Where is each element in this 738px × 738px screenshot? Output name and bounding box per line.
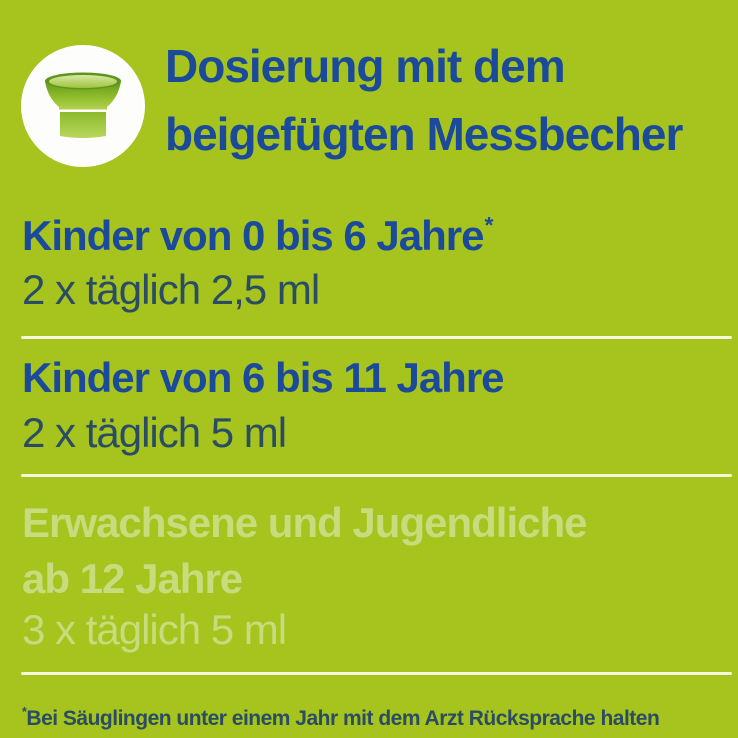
section-dose: 2 x täglich 5 ml (22, 409, 287, 456)
section-heading: Erwachsene und Jugendliche ab 12 Jahre (22, 495, 587, 607)
page-title: Dosierung mit dem beigefügten Messbecher (165, 32, 683, 168)
section-dose: 2 x täglich 2,5 ml (22, 266, 320, 313)
section-heading-line2: ab 12 Jahre (22, 555, 243, 602)
section-dose: 3 x täglich 5 ml (22, 606, 287, 653)
page-title-line2: beigefügten Messbecher (165, 108, 683, 160)
section-divider (21, 336, 732, 339)
footnote-text: Bei Säuglingen unter einem Jahr mit dem … (26, 707, 660, 730)
page-title-line1: Dosierung mit dem (165, 40, 566, 92)
section-divider (21, 474, 732, 477)
section-heading-text: Kinder von 0 bis 6 Jahre (22, 212, 485, 259)
section-heading-line1: Erwachsene und Jugendliche (22, 499, 587, 546)
section-heading: Kinder von 6 bis 11 Jahre (22, 354, 505, 401)
footnote-marker: * (484, 212, 494, 238)
section-heading: Kinder von 0 bis 6 Jahre* (22, 212, 494, 259)
footer-divider (21, 672, 732, 675)
footnote-marker: * (22, 705, 27, 719)
measuring-cup-icon (20, 44, 146, 168)
footnote: *Bei Säuglingen unter einem Jahr mit dem… (22, 705, 660, 730)
